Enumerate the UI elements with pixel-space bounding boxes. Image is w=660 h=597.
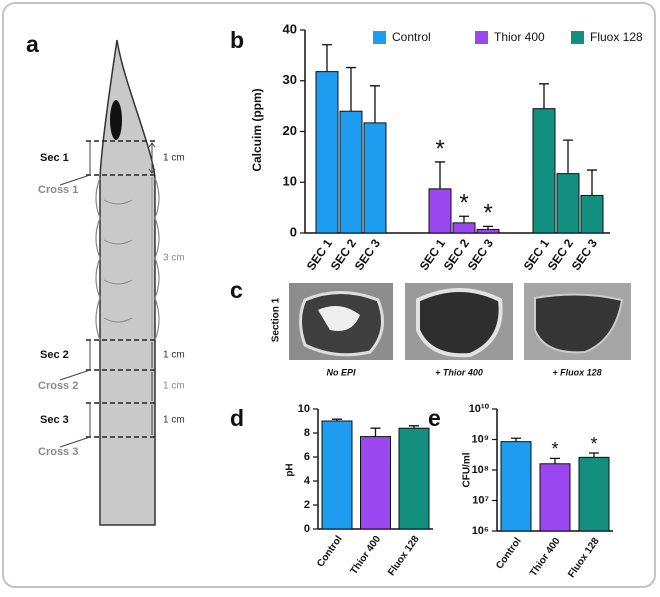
bar — [360, 436, 391, 530]
panel-label: e — [428, 405, 441, 431]
legend-swatch — [571, 31, 584, 44]
significance-mark: * — [459, 190, 468, 217]
bar — [315, 71, 339, 234]
y-tick-label: 10⁷ — [472, 494, 489, 506]
image-caption: + Fluox 128 — [552, 367, 601, 377]
panel-label: d — [230, 405, 244, 431]
panel-label: c — [230, 277, 243, 303]
image-caption: + Thior 400 — [435, 367, 483, 377]
bar — [532, 108, 556, 234]
error-bar — [550, 457, 560, 464]
y-tick-label: 4 — [304, 475, 311, 487]
error-bar — [409, 425, 419, 429]
error-bar — [483, 225, 493, 230]
significance-mark: * — [551, 439, 558, 459]
dimension-label: 3 cm — [163, 253, 185, 264]
panel-label: a — [26, 31, 39, 57]
y-tick-label: 0 — [290, 224, 297, 239]
y-axis-label: CFU/ml — [462, 452, 473, 487]
significance-mark: * — [435, 135, 444, 162]
y-tick-label: 8 — [304, 427, 310, 439]
bar — [580, 194, 604, 234]
y-tick-label: 40 — [283, 21, 297, 36]
y-tick-label: 6 — [304, 451, 310, 463]
dimension-label: 1 cm — [163, 153, 185, 164]
error-bar — [511, 437, 521, 442]
image-caption: No EPI — [326, 367, 356, 377]
error-bar — [322, 44, 332, 72]
section-label: Sec 3 — [40, 414, 69, 426]
error-bar — [370, 85, 380, 123]
section-label: Sec 2 — [40, 349, 69, 361]
panel-label: b — [230, 27, 244, 53]
error-bar — [589, 452, 599, 458]
dimension-label: 1 cm — [163, 415, 185, 426]
bar — [539, 463, 571, 532]
significance-mark: * — [590, 434, 597, 454]
error-bar — [346, 66, 356, 112]
y-tick-label: 20 — [283, 123, 297, 138]
y-tick-label: 10¹⁰ — [469, 403, 490, 415]
y-tick-label: 0 — [304, 523, 310, 535]
y-tick-label: 10 — [298, 403, 310, 415]
bar — [476, 228, 500, 234]
error-bar — [370, 427, 381, 437]
error-bar — [332, 418, 342, 421]
bar — [398, 427, 430, 530]
image-content — [318, 306, 360, 331]
bar — [556, 173, 580, 234]
legend-swatch — [475, 31, 488, 44]
error-bar — [435, 161, 445, 189]
y-tick-label: 30 — [283, 72, 297, 87]
y-tick-label: 10⁸ — [472, 464, 489, 476]
legend-label: Fluox 128 — [590, 30, 643, 44]
y-axis-label: Calcuim (ppm) — [250, 88, 264, 171]
micrographs: Section 1 No EPI + Thior 400 + Fluox 128 — [271, 283, 631, 377]
root-diagram: Sec 1 Cross 1 Sec 2 Cross 2 Sec 3 Cross … — [38, 39, 185, 526]
dimension-label: 1 cm — [163, 350, 185, 361]
image-content — [416, 288, 503, 358]
significance-mark: * — [483, 200, 492, 227]
bar — [578, 456, 610, 532]
error-bar — [563, 139, 573, 174]
section-label: Sec 1 — [40, 152, 69, 164]
y-tick-label: 10⁶ — [472, 525, 489, 537]
bar — [428, 188, 452, 234]
error-bar — [459, 215, 469, 223]
y-tick-label: 10 — [283, 174, 297, 189]
error-bar — [539, 83, 549, 109]
bar — [339, 110, 363, 234]
row-label: Section 1 — [271, 297, 282, 342]
legend-label: Thior 400 — [494, 30, 545, 44]
bar — [363, 122, 387, 234]
bar — [500, 441, 532, 532]
image-content — [534, 293, 624, 354]
error-bar — [587, 169, 597, 196]
bar — [321, 420, 353, 530]
cross-label: Cross 3 — [38, 446, 78, 458]
legend-label: Control — [392, 30, 431, 44]
cross-label: Cross 2 — [38, 380, 78, 392]
bar — [452, 222, 476, 234]
y-tick-label: 2 — [304, 499, 310, 511]
y-axis-label: pH — [285, 463, 296, 476]
dimension-label: 1 cm — [163, 381, 185, 392]
y-tick-label: 10⁹ — [472, 433, 489, 445]
cross-label: Cross 1 — [38, 184, 78, 196]
legend-swatch — [373, 31, 386, 44]
